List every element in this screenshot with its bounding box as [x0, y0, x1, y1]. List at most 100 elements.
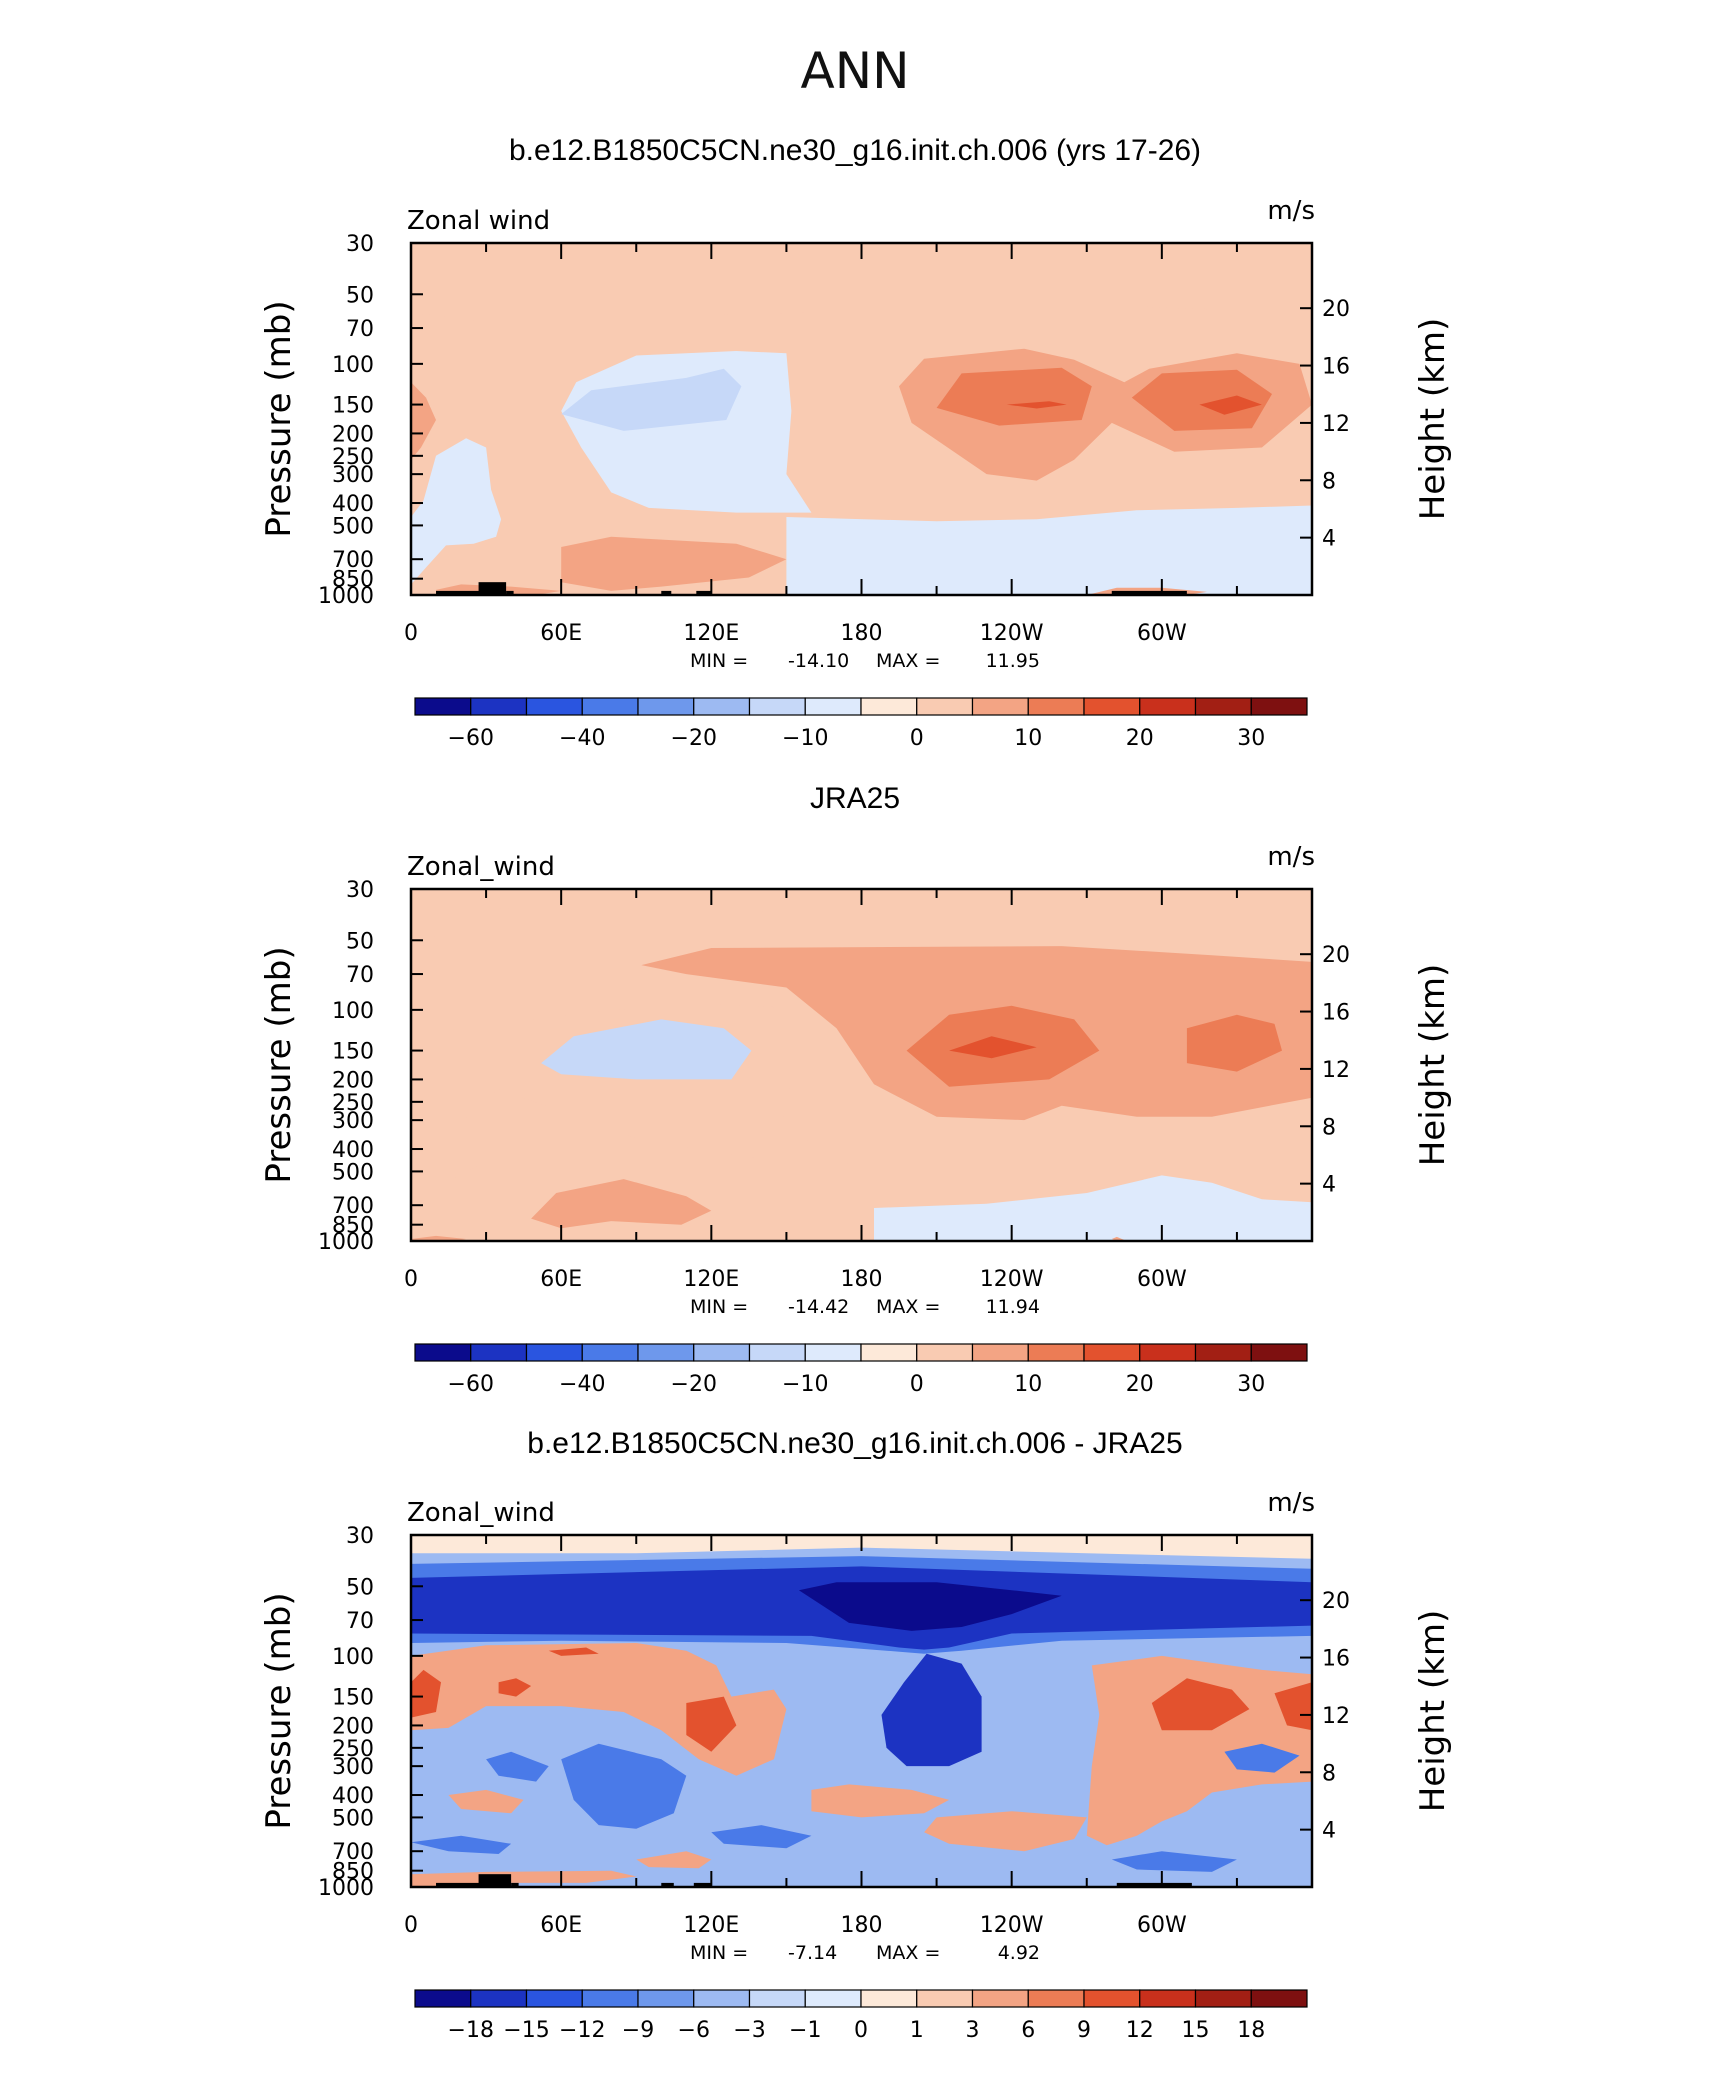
- contour-region: [411, 438, 502, 595]
- y2-axis-title: Height (km): [1413, 964, 1453, 1167]
- contour-field: [411, 889, 1312, 1241]
- y-tick-label: 500: [332, 1160, 374, 1185]
- y2-tick-label: 12: [1322, 412, 1350, 437]
- colorbar-label: 0: [910, 726, 924, 751]
- y-tick-label: 50: [346, 929, 374, 954]
- colorbar-swatch: [1027, 1343, 1085, 1362]
- contour-region: [949, 1036, 1037, 1059]
- colorbar-swatch: [525, 1343, 583, 1362]
- contour-region: [874, 1175, 1312, 1241]
- colorbar-swatch: [581, 1989, 639, 2008]
- y-tick-label: 400: [332, 492, 374, 517]
- y-tick-label: 850: [332, 1860, 374, 1885]
- land-mask: [478, 582, 507, 595]
- y2-tick-label: 4: [1322, 1819, 1336, 1844]
- min-max-label: MIN = -7.14 MAX = 4.92: [690, 1942, 1040, 1964]
- y-tick-label: 250: [332, 445, 374, 470]
- colorbar-label: −10: [782, 726, 828, 751]
- min-label: MIN =: [690, 1296, 748, 1318]
- land-mask: [511, 1882, 519, 1887]
- colorbar-swatch: [1083, 697, 1141, 716]
- colorbar-label: −10: [782, 1372, 828, 1397]
- y2-tick-label: 12: [1322, 1704, 1350, 1729]
- contour-region: [881, 1653, 982, 1767]
- y-axis-title: Pressure (mb): [259, 300, 299, 537]
- x-tick-label: 60E: [540, 1267, 582, 1292]
- colorbar-swatch: [414, 697, 472, 716]
- y-tick-label: 850: [332, 568, 374, 593]
- variable-label: Zonal wind: [407, 206, 550, 236]
- x-tick-label: 120E: [683, 1913, 739, 1938]
- colorbar-label: −1: [789, 2018, 821, 2043]
- min-label: MIN =: [690, 650, 748, 672]
- y2-tick-label: 8: [1322, 469, 1336, 494]
- colorbar: −60 −40 −20 −10 0 10 20 30: [414, 1343, 1308, 1397]
- contour-region: [1131, 369, 1272, 431]
- x-tick-label: 0: [404, 1913, 418, 1938]
- y-axis-title: Pressure (mb): [259, 946, 299, 1183]
- contour-region: [411, 936, 474, 947]
- y2-tick-label: 8: [1322, 1115, 1336, 1140]
- land-mask: [661, 1882, 674, 1887]
- contour-region: [541, 1019, 752, 1080]
- colorbar-label: 10: [1014, 1372, 1042, 1397]
- y-tick-label: 50: [346, 1575, 374, 1600]
- colorbar-swatch: [637, 1989, 695, 2008]
- min-max-label: MIN = -14.10 MAX = 11.95: [690, 650, 1040, 672]
- colorbar-swatch: [1194, 1343, 1252, 1362]
- y-tick-label: 700: [332, 1194, 374, 1219]
- contour-region: [636, 1851, 712, 1869]
- colorbar-swatch: [693, 1343, 751, 1362]
- contour-region: [411, 382, 436, 460]
- colorbar-swatch: [1139, 1343, 1197, 1362]
- units-label: m/s: [1267, 842, 1315, 872]
- colorbar-swatch: [581, 1343, 639, 1362]
- colorbar-swatch: [693, 1989, 751, 2008]
- x-tick-label: 0: [404, 1267, 418, 1292]
- y-tick-label: 150: [332, 394, 374, 419]
- y2-axis-title: Height (km): [1413, 318, 1453, 521]
- max-value: 4.92: [998, 1942, 1040, 1964]
- colorbar-label: 15: [1182, 2018, 1210, 2043]
- x-tick-label: 180: [841, 1267, 883, 1292]
- contour-region: [1151, 1678, 1250, 1731]
- colorbar-swatch: [804, 1343, 862, 1362]
- contour-region: [798, 1582, 1062, 1631]
- max-value: 11.94: [986, 1296, 1040, 1318]
- colorbar-swatch: [971, 697, 1029, 716]
- colorbar-swatch: [1083, 1989, 1141, 2008]
- units-label: m/s: [1267, 196, 1315, 226]
- colorbar-swatch: [1139, 697, 1197, 716]
- contour-region: [1199, 395, 1262, 415]
- colorbar-label: −40: [559, 1372, 605, 1397]
- y2-tick-label: 16: [1322, 1001, 1350, 1026]
- x-tick-label: 120W: [980, 1267, 1044, 1292]
- y-tick-label: 1000: [318, 1876, 374, 1901]
- y-tick-label: 30: [346, 232, 374, 257]
- colorbar-swatch: [470, 697, 528, 716]
- colorbar-label: 0: [854, 2018, 868, 2043]
- y-tick-label: 250: [332, 1091, 374, 1116]
- units-label: m/s: [1267, 1488, 1315, 1518]
- contour-region: [1111, 1851, 1237, 1872]
- panel-title: b.e12.B1850C5CN.ne30_g16.init.ch.006 (yr…: [509, 134, 1201, 167]
- land-mask: [436, 590, 487, 595]
- min-value: -14.10: [788, 650, 849, 672]
- y2-tick-label: 20: [1322, 297, 1350, 322]
- colorbar-label: −6: [678, 2018, 710, 2043]
- colorbar-swatch: [748, 697, 806, 716]
- y-tick-label: 300: [332, 1755, 374, 1780]
- x-tick-label: 120W: [980, 621, 1044, 646]
- y-tick-label: 400: [332, 1138, 374, 1163]
- y-tick-label: 700: [332, 1840, 374, 1865]
- colorbar: −18 −15 −12 −9 −6 −3 −1 0 1 3 6 9 12 15 18: [414, 1989, 1308, 2043]
- colorbar-label: 12: [1126, 2018, 1154, 2043]
- colorbar-swatch: [1139, 1989, 1197, 2008]
- panel-title: b.e12.B1850C5CN.ne30_g16.init.ch.006 - J…: [527, 1427, 1182, 1460]
- colorbar-label: −60: [448, 1372, 494, 1397]
- contour-field: [411, 243, 1312, 595]
- y-tick-label: 150: [332, 1040, 374, 1065]
- land-mask: [661, 590, 672, 595]
- colorbar-swatch: [916, 1343, 974, 1362]
